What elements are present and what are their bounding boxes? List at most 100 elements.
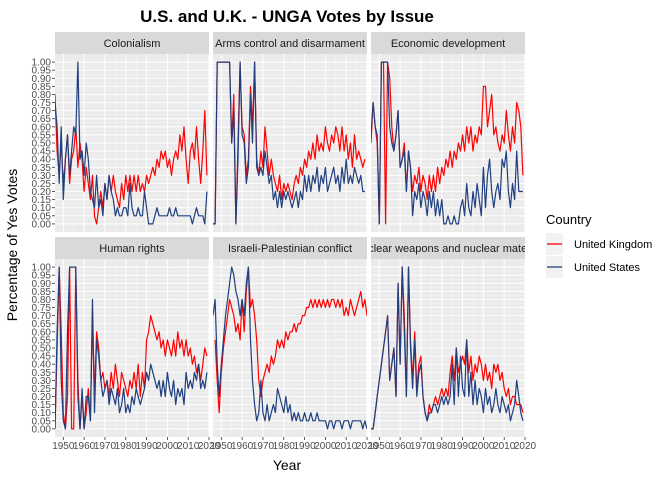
y-tick-label: 0.35 [32,368,52,379]
x-tick-label: 2020 [198,441,221,452]
y-tick-label: 0.75 [32,98,52,109]
legend: Country United Kingdom United States [546,212,652,278]
series-lines [371,61,524,225]
x-tick-label: 1970 [252,441,275,452]
x-tick-label: 2010 [335,441,358,452]
panels: Colonialism0.000.050.100.150.200.250.300… [32,32,542,452]
y-tick-label: 0.85 [32,287,52,298]
x-tick-label: 2010 [177,441,200,452]
series-lines [55,266,208,430]
y-axis-title: Percentage of Yes Votes [4,169,20,322]
x-tick-label: 1980 [273,441,296,452]
legend-label: United Kingdom [574,239,652,251]
y-tick-label: 0.30 [32,376,52,387]
y-tick-label: 0.15 [32,195,52,206]
facet-panel: Human rights 0.000.050.100.150.200.250.30… [32,237,221,452]
y-tick-label: 0.60 [32,122,52,133]
y-tick-label: 0.75 [32,303,52,314]
y-tick-label: 0.20 [32,187,52,198]
y-tick-label: 0.05 [32,211,52,222]
x-tick-label: 2000 [472,441,495,452]
chart-title: U.S. and U.K. - UNGA Votes by Issue [140,7,434,26]
series-lines [371,266,524,430]
x-tick-label: 2010 [493,441,516,452]
y-tick-label: 0.55 [32,335,52,346]
x-tick-label: 1970 [410,441,433,452]
x-tick-label: 1990 [135,441,158,452]
y-tick-label: 1.00 [32,263,52,274]
series-line [371,266,524,430]
facet-panel: Israeli-Palestinian conflict 195019601970… [210,237,379,452]
y-tick-label: 0.95 [32,271,52,282]
series-lines [213,61,366,225]
series-line [214,266,367,414]
facet-panel: Colonialism0.000.050.100.150.200.250.300… [32,32,210,232]
x-tick-label: 1980 [431,441,454,452]
y-tick-label: 0.15 [32,400,52,411]
y-tick-label: 0.65 [32,114,52,125]
x-tick-label: 1990 [293,441,316,452]
y-tick-label: 0.00 [32,424,52,435]
y-tick-label: 0.70 [32,106,52,117]
x-axis-title: Year [273,457,302,473]
series-line [371,61,523,225]
y-tick-label: 0.45 [32,352,52,363]
facet-strip [55,237,209,259]
x-tick-label: 2000 [314,441,337,452]
y-tick-label: 0.55 [32,130,52,141]
facet-panel: Nuclear weapons and nuclear material 1950… [354,237,542,452]
x-tick-label: 2000 [156,441,179,452]
y-tick-label: 0.80 [32,295,52,306]
x-tick-label: 1960 [231,441,254,452]
x-tick-label: 1990 [451,441,474,452]
x-tick-label: 1980 [115,441,138,452]
y-tick-label: 0.40 [32,360,52,371]
y-tick-label: 0.25 [32,384,52,395]
y-tick-label: 0.20 [32,392,52,403]
y-tick-label: 1.00 [32,58,52,69]
y-tick-label: 0.90 [32,74,52,85]
y-tick-label: 0.30 [32,171,52,182]
y-tick-label: 0.80 [32,90,52,101]
y-tick-label: 0.60 [32,327,52,338]
y-tick-label: 0.25 [32,179,52,190]
y-tick-label: 0.10 [32,203,52,214]
facet-strip-label: Human rights [99,243,165,255]
y-tick-label: 0.50 [32,139,52,150]
legend-item: United States [546,256,641,278]
series-lines [55,61,208,225]
facet-strip [55,32,209,54]
facet-strip [213,32,367,54]
series-line [55,61,208,225]
facet-strip [371,237,525,259]
y-tick-label: 0.65 [32,319,52,330]
series-line [55,94,208,225]
x-tick-label: 1970 [94,441,117,452]
y-tick-label: 0.70 [32,311,52,322]
facet-strip [371,32,525,54]
facet-strip-label: Israeli-Palestinian conflict [228,243,352,255]
facet-panel: Economic development [371,32,526,232]
x-tick-label: 1950 [368,441,391,452]
series-line [213,266,367,430]
y-tick-label: 0.90 [32,279,52,290]
legend-keys: United Kingdom United States [546,233,652,278]
y-tick-label: 0.05 [32,416,52,427]
y-tick-label: 0.45 [32,147,52,158]
series-line [55,266,208,430]
legend-title: Country [546,212,592,227]
y-tick-label: 0.35 [32,163,52,174]
x-tick-label: 1960 [73,441,96,452]
facet-strip-label: Arms control and disarmament [215,38,365,50]
y-tick-label: 0.50 [32,344,52,355]
legend-label: United States [574,262,641,274]
facet-strip [213,237,367,259]
y-tick-label: 0.85 [32,82,52,93]
legend-item: United Kingdom [546,233,652,255]
y-tick-label: 0.10 [32,408,52,419]
y-tick-label: 0.00 [32,219,52,230]
x-tick-label: 2020 [514,441,537,452]
facet-strip-label: Nuclear weapons and nuclear material [354,243,542,255]
facet-panel: Arms control and disarmament [213,32,368,232]
